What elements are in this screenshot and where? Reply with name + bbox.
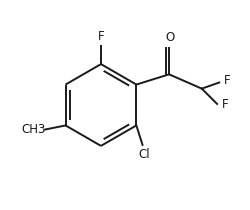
Text: F: F (223, 74, 229, 87)
Text: CH3: CH3 (22, 123, 46, 136)
Text: F: F (97, 30, 104, 43)
Text: Cl: Cl (138, 148, 150, 161)
Text: O: O (165, 32, 174, 45)
Text: F: F (221, 98, 227, 112)
